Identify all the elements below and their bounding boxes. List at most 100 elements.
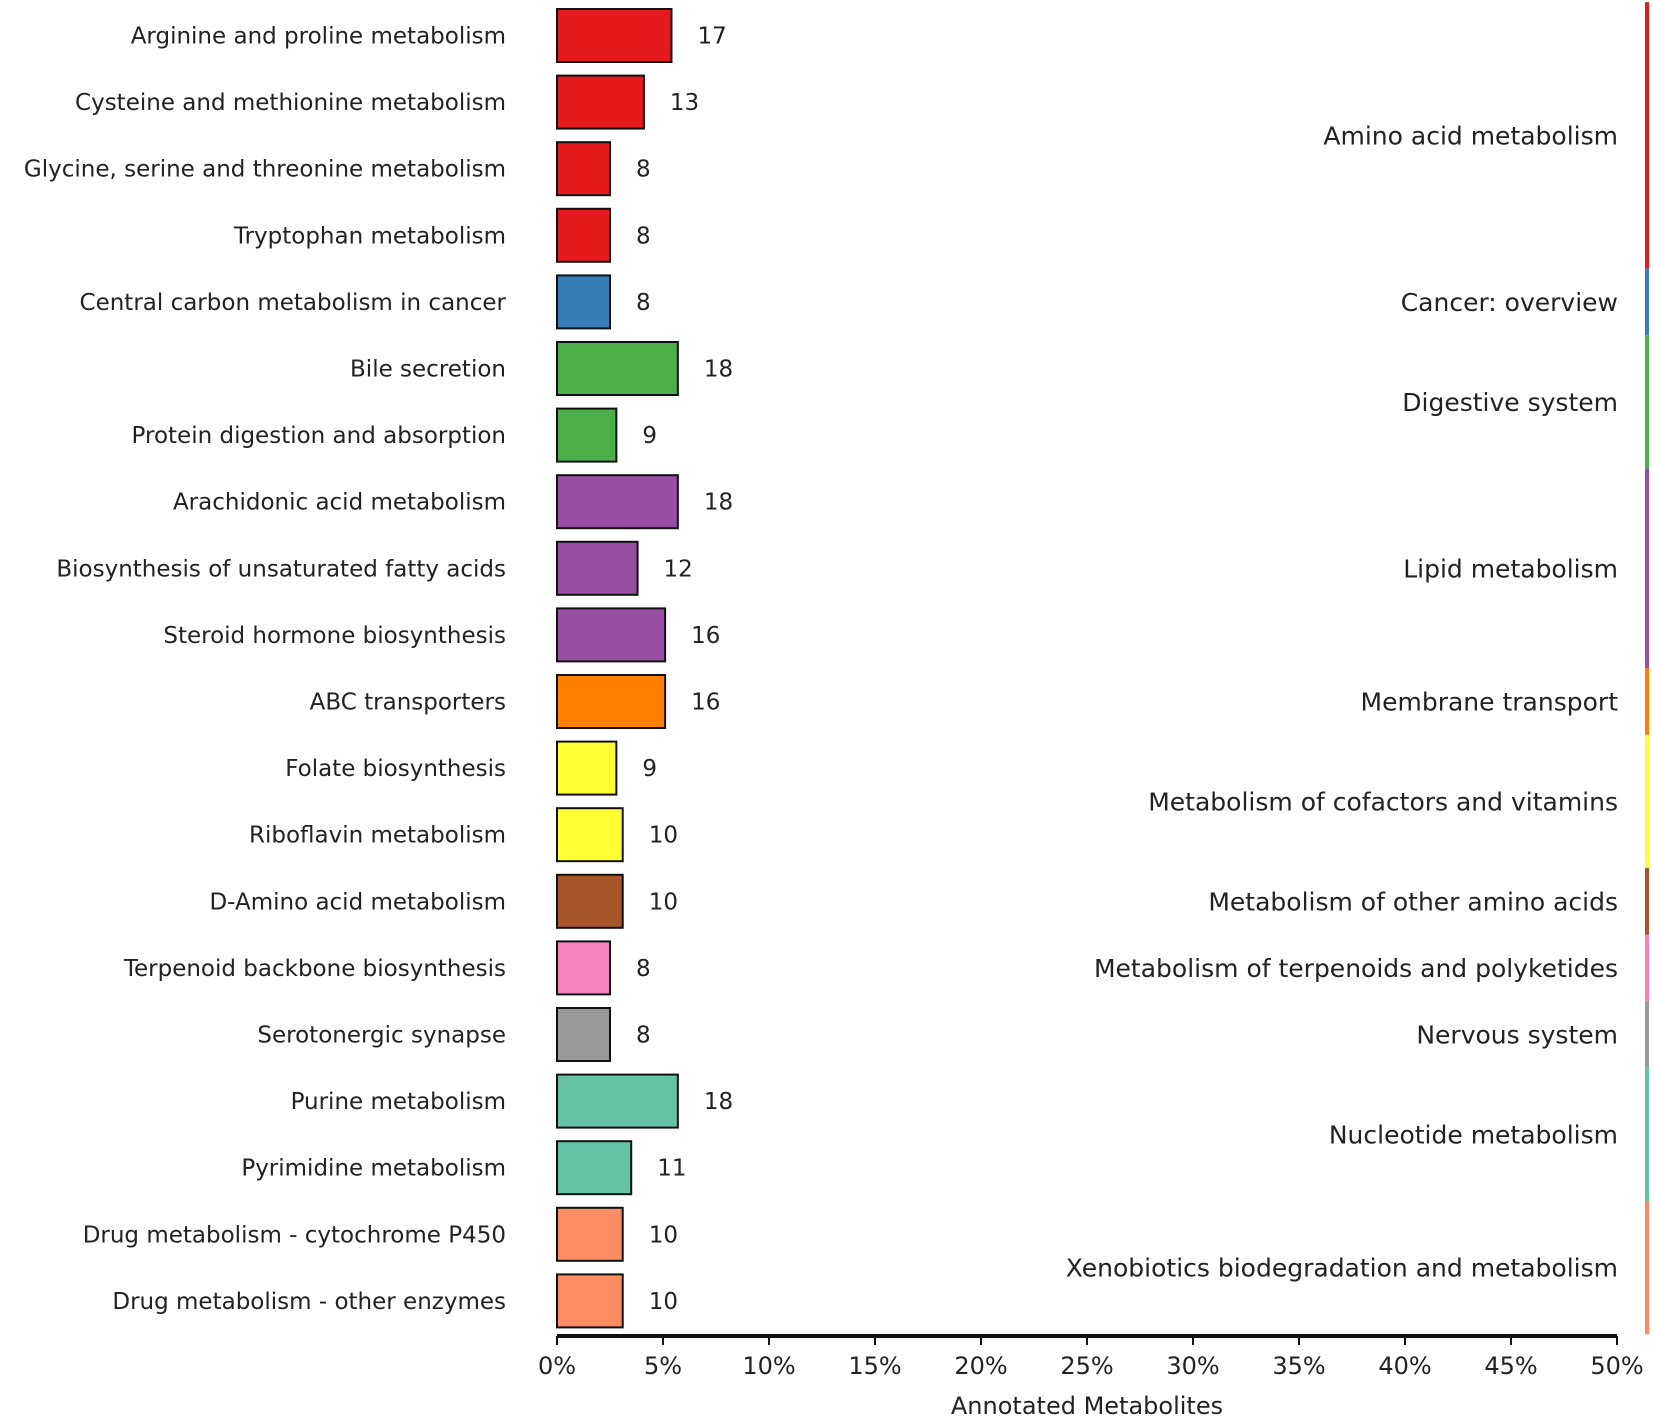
group-color-bar [1645, 934, 1649, 1002]
category-label: Tryptophan metabolism [233, 223, 506, 249]
category-label: Central carbon metabolism in cancer [80, 290, 507, 316]
value-label: 11 [657, 1156, 686, 1182]
value-label: 8 [636, 223, 651, 249]
category-label: Arginine and proline metabolism [131, 24, 506, 50]
x-tick-label: 0% [538, 1352, 576, 1380]
value-label: 13 [670, 90, 699, 116]
value-label: 10 [649, 1222, 678, 1248]
category-label: Serotonergic synapse [257, 1023, 506, 1049]
group-color-bar [1645, 734, 1649, 868]
group-label: Amino acid metabolism [1323, 121, 1618, 150]
group-label: Nervous system [1416, 1021, 1618, 1050]
group-color-bar [1645, 1001, 1649, 1068]
group-color-bar [1645, 268, 1649, 336]
bar [556, 274, 611, 330]
value-labels: 17 13 8 8 8 18 9 18 12 16 16 9 10 10 8 8 18 11 10 10 [636, 24, 733, 1315]
group-color-bar [1645, 1201, 1649, 1335]
value-label: 18 [704, 357, 733, 383]
category-label: Riboflavin metabolism [249, 823, 506, 849]
bar [556, 1273, 624, 1329]
category-label: Cysteine and methionine metabolism [75, 90, 506, 116]
category-label: Bile secretion [350, 357, 506, 383]
group-label: Metabolism of terpenoids and polyketides [1094, 954, 1618, 983]
value-label: 16 [691, 690, 720, 716]
bar [556, 8, 673, 63]
category-label: Purine metabolism [291, 1089, 506, 1115]
bar [556, 207, 611, 263]
bar [556, 341, 679, 396]
group-color-bar [1645, 668, 1649, 735]
group-color-bar [1645, 868, 1649, 935]
category-label: Steroid hormone biosynthesis [163, 623, 506, 649]
bar [556, 1073, 679, 1129]
x-tick-label: 35% [1272, 1352, 1325, 1380]
category-label: Glycine, serine and threonine metabolism [24, 157, 506, 183]
value-label: 17 [697, 24, 726, 50]
bar [556, 807, 624, 863]
value-label: 8 [636, 157, 651, 183]
category-label: Arachidonic acid metabolism [173, 490, 506, 516]
category-label: D-Amino acid metabolism [209, 889, 506, 915]
value-label: 8 [636, 1023, 651, 1049]
bar [556, 940, 611, 996]
value-label: 18 [704, 490, 733, 516]
group-color-bar [1645, 468, 1649, 669]
bar [556, 1140, 633, 1196]
bar [556, 141, 611, 197]
group-color-bar [1645, 1067, 1649, 1201]
x-tick-label: 50% [1590, 1352, 1643, 1380]
value-label: 8 [636, 956, 651, 982]
category-label: Drug metabolism - other enzymes [112, 1289, 506, 1315]
bar [556, 74, 645, 130]
category-label: Folate biosynthesis [285, 756, 506, 782]
group-label: Cancer: overview [1401, 288, 1618, 317]
group-label: Lipid metabolism [1403, 554, 1618, 583]
category-label: Terpenoid backbone biosynthesis [123, 956, 506, 982]
bar [556, 607, 667, 663]
group-label: Membrane transport [1361, 688, 1619, 717]
category-label: Biosynthesis of unsaturated fatty acids [56, 556, 506, 582]
group-color-bar [1645, 335, 1649, 469]
x-tick-label: 25% [1060, 1352, 1113, 1380]
bars-layer [556, 8, 679, 1329]
bar [556, 1206, 624, 1262]
category-label: Drug metabolism - cytochrome P450 [83, 1222, 506, 1248]
x-tick-label: 5% [644, 1352, 682, 1380]
value-label: 10 [649, 1289, 678, 1315]
group-label: Metabolism of cofactors and vitamins [1148, 787, 1618, 816]
group-label: Nucleotide metabolism [1329, 1120, 1618, 1149]
x-tick-label: 15% [848, 1352, 901, 1380]
value-label: 10 [649, 889, 678, 915]
bar [556, 674, 667, 729]
value-label: 16 [691, 623, 720, 649]
category-label: ABC transporters [310, 690, 506, 716]
bar [556, 740, 618, 796]
x-tick-label: 30% [1166, 1352, 1219, 1380]
bar [556, 1007, 611, 1062]
bar [556, 474, 679, 530]
bar [556, 540, 639, 596]
x-axis: 0% 5% 10% 15% 20% 25% 30% 35% 40% 45% 50% [538, 1334, 1644, 1380]
group-label: Xenobiotics biodegradation and metabolis… [1066, 1254, 1618, 1283]
x-tick-label: 10% [742, 1352, 795, 1380]
category-labels: Arginine and proline metabolism Cysteine … [24, 24, 507, 1315]
group-annotations: Amino acid metabolism Cancer: overview Dig… [1066, 2, 1649, 1335]
group-label: Metabolism of other amino acids [1208, 887, 1618, 916]
bar [556, 873, 624, 929]
value-label: 8 [636, 290, 651, 316]
value-label: 10 [649, 823, 678, 849]
x-axis-title: Annotated Metabolites [951, 1392, 1223, 1420]
group-label: Digestive system [1402, 388, 1618, 417]
value-label: 18 [704, 1089, 733, 1115]
value-label: 9 [642, 423, 657, 449]
bar [556, 407, 618, 463]
group-color-bar [1645, 2, 1649, 269]
x-tick-label: 40% [1378, 1352, 1431, 1380]
value-label: 9 [642, 756, 657, 782]
value-label: 12 [664, 556, 693, 582]
category-label: Pyrimidine metabolism [241, 1156, 506, 1182]
x-tick-label: 20% [954, 1352, 1007, 1380]
x-tick-label: 45% [1484, 1352, 1537, 1380]
category-label: Protein digestion and absorption [132, 423, 506, 449]
